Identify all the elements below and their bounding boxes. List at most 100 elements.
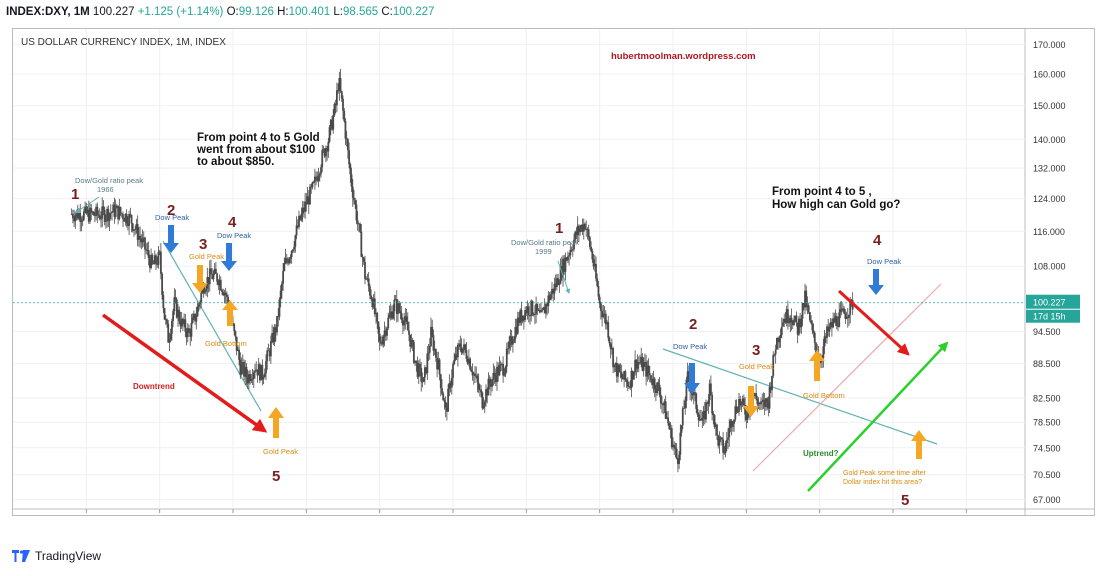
- candle-body: [117, 205, 120, 220]
- candle-body: [778, 337, 781, 343]
- left-2-dow-peak-arrow: [163, 225, 179, 253]
- candle-body: [103, 209, 106, 222]
- candle-body: [711, 394, 714, 414]
- candle-body: [510, 336, 513, 345]
- candle-body: [238, 349, 241, 360]
- candle-body: [488, 378, 491, 384]
- candle-body: [195, 316, 198, 322]
- candle-body: [122, 214, 124, 220]
- candle-body: [641, 357, 644, 371]
- note-left-line2: went from about $100: [196, 144, 315, 156]
- y-tick-label: 78.500: [1033, 418, 1061, 428]
- candle-body: [331, 119, 333, 130]
- candle-body: [366, 278, 369, 280]
- chart-frame[interactable]: 67.000 70.500 74.500 78.500 82.500 88.500 94.5…: [12, 28, 1095, 527]
- right-gold-bottom-arrow: [809, 350, 825, 381]
- candle-body: [89, 207, 91, 222]
- candle-body: [733, 419, 736, 424]
- candle-body: [282, 271, 285, 284]
- candle-body: [410, 339, 413, 347]
- candle-body: [269, 341, 272, 357]
- candle-body: [763, 399, 766, 407]
- candle-body: [546, 304, 549, 307]
- candle-body: [71, 214, 74, 219]
- candle-body: [839, 309, 842, 313]
- candle-body: [838, 312, 841, 327]
- candle-body: [544, 304, 547, 314]
- candle-body: [720, 437, 723, 440]
- candle-body: [439, 374, 442, 389]
- candle-body: [598, 296, 601, 304]
- candle-body: [131, 223, 134, 231]
- candle-body: [265, 361, 267, 374]
- candle-body: [79, 213, 82, 222]
- candle-body: [785, 309, 788, 323]
- candle-body: [654, 389, 657, 394]
- candle-body: [115, 205, 118, 208]
- candle-body: [758, 402, 761, 405]
- candle-body: [95, 206, 98, 217]
- candle-body: [431, 326, 434, 336]
- candle-body: [371, 299, 374, 308]
- candle-body: [686, 371, 689, 380]
- candle-body: [334, 103, 337, 106]
- candle-body: [541, 309, 544, 311]
- candle-body: [651, 381, 654, 386]
- candle-body: [158, 251, 161, 253]
- candle-body: [617, 364, 619, 377]
- candle-body: [557, 278, 560, 286]
- candle-body: [362, 257, 365, 262]
- candle-body: [207, 277, 210, 285]
- candle-body: [389, 311, 392, 315]
- candle-body: [741, 398, 744, 402]
- last-price-badge: [1026, 294, 1080, 309]
- candle-body: [456, 344, 459, 358]
- candle-body: [373, 298, 376, 315]
- candle-body: [403, 320, 406, 326]
- candle-body: [618, 364, 621, 372]
- candle-body: [537, 309, 540, 311]
- candle-body: [113, 204, 116, 217]
- candle-body: [93, 215, 96, 217]
- price-change: +1.125 (+1.14%): [137, 6, 224, 18]
- candle-body: [214, 268, 217, 274]
- price-chart[interactable]: 67.000 70.500 74.500 78.500 82.500 88.500 94.5…: [13, 29, 1094, 527]
- candle-body: [272, 333, 275, 343]
- right-5-gold-peak-arrow: [911, 430, 927, 459]
- candle-body: [152, 263, 155, 265]
- candle-body: [163, 308, 166, 320]
- right-point-5: 5: [901, 492, 909, 509]
- candle-body: [648, 373, 651, 376]
- candle-body: [321, 150, 324, 168]
- candle-body: [390, 311, 393, 319]
- left-gold-bottom-label: Gold Bottom: [205, 339, 247, 348]
- candle-body: [630, 370, 633, 388]
- tradingview-logo-icon[interactable]: [12, 550, 30, 562]
- candle-body: [800, 318, 803, 328]
- candle-body: [197, 304, 200, 307]
- candle-body: [155, 255, 157, 264]
- open-label: O:: [226, 6, 239, 18]
- candle-body: [656, 382, 659, 394]
- candle-body: [97, 214, 100, 216]
- candle-body: [844, 313, 847, 319]
- candle-body: [112, 204, 115, 213]
- candle-body: [306, 196, 309, 205]
- candle-body: [680, 425, 683, 433]
- candle-body: [311, 182, 314, 188]
- candle-body: [793, 319, 795, 326]
- candle-body: [277, 316, 280, 317]
- candle-body: [652, 378, 655, 386]
- candle-body: [731, 423, 734, 428]
- low-label: L:: [333, 6, 343, 18]
- candle-body: [843, 308, 846, 314]
- candle-body: [332, 115, 335, 130]
- candle-body: [153, 255, 156, 265]
- candle-body: [581, 225, 584, 232]
- candle-body: [337, 90, 340, 92]
- candle-body: [681, 408, 684, 426]
- tradingview-brand[interactable]: TradingView: [35, 549, 102, 563]
- symbol-label[interactable]: INDEX:DXY, 1M: [6, 6, 90, 18]
- candle-body: [577, 225, 580, 233]
- candle-body: [280, 283, 283, 291]
